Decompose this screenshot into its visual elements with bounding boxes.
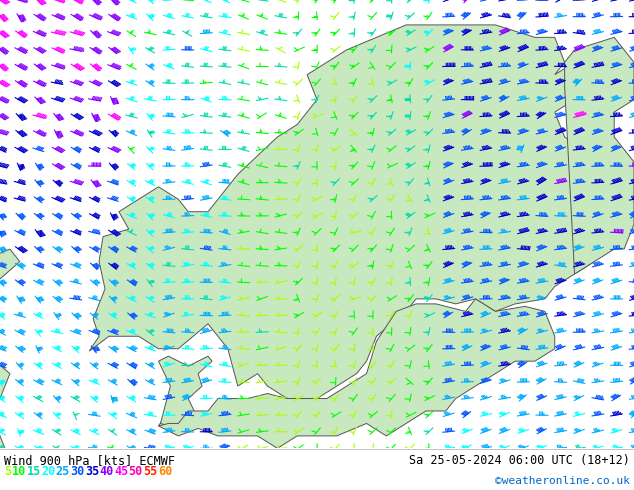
Text: 35: 35: [85, 465, 99, 478]
Text: Sa 25-05-2024 06:00 UTC (18+12): Sa 25-05-2024 06:00 UTC (18+12): [409, 454, 630, 467]
Text: 50: 50: [129, 465, 143, 478]
Polygon shape: [0, 249, 39, 490]
Polygon shape: [158, 411, 198, 428]
Text: 15: 15: [27, 465, 41, 478]
Text: 40: 40: [100, 465, 113, 478]
Text: 55: 55: [143, 465, 157, 478]
Text: 5: 5: [4, 465, 11, 478]
Text: 45: 45: [114, 465, 128, 478]
Polygon shape: [158, 299, 555, 448]
Text: 60: 60: [158, 465, 172, 478]
Text: 10: 10: [12, 465, 26, 478]
Text: Wind 900 hPa [kts] ECMWF: Wind 900 hPa [kts] ECMWF: [4, 454, 175, 467]
Text: 30: 30: [70, 465, 84, 478]
Polygon shape: [89, 25, 614, 398]
Text: 25: 25: [56, 465, 70, 478]
Text: 20: 20: [41, 465, 55, 478]
Polygon shape: [565, 37, 634, 274]
Text: ©weatheronline.co.uk: ©weatheronline.co.uk: [495, 476, 630, 486]
Polygon shape: [158, 356, 212, 426]
